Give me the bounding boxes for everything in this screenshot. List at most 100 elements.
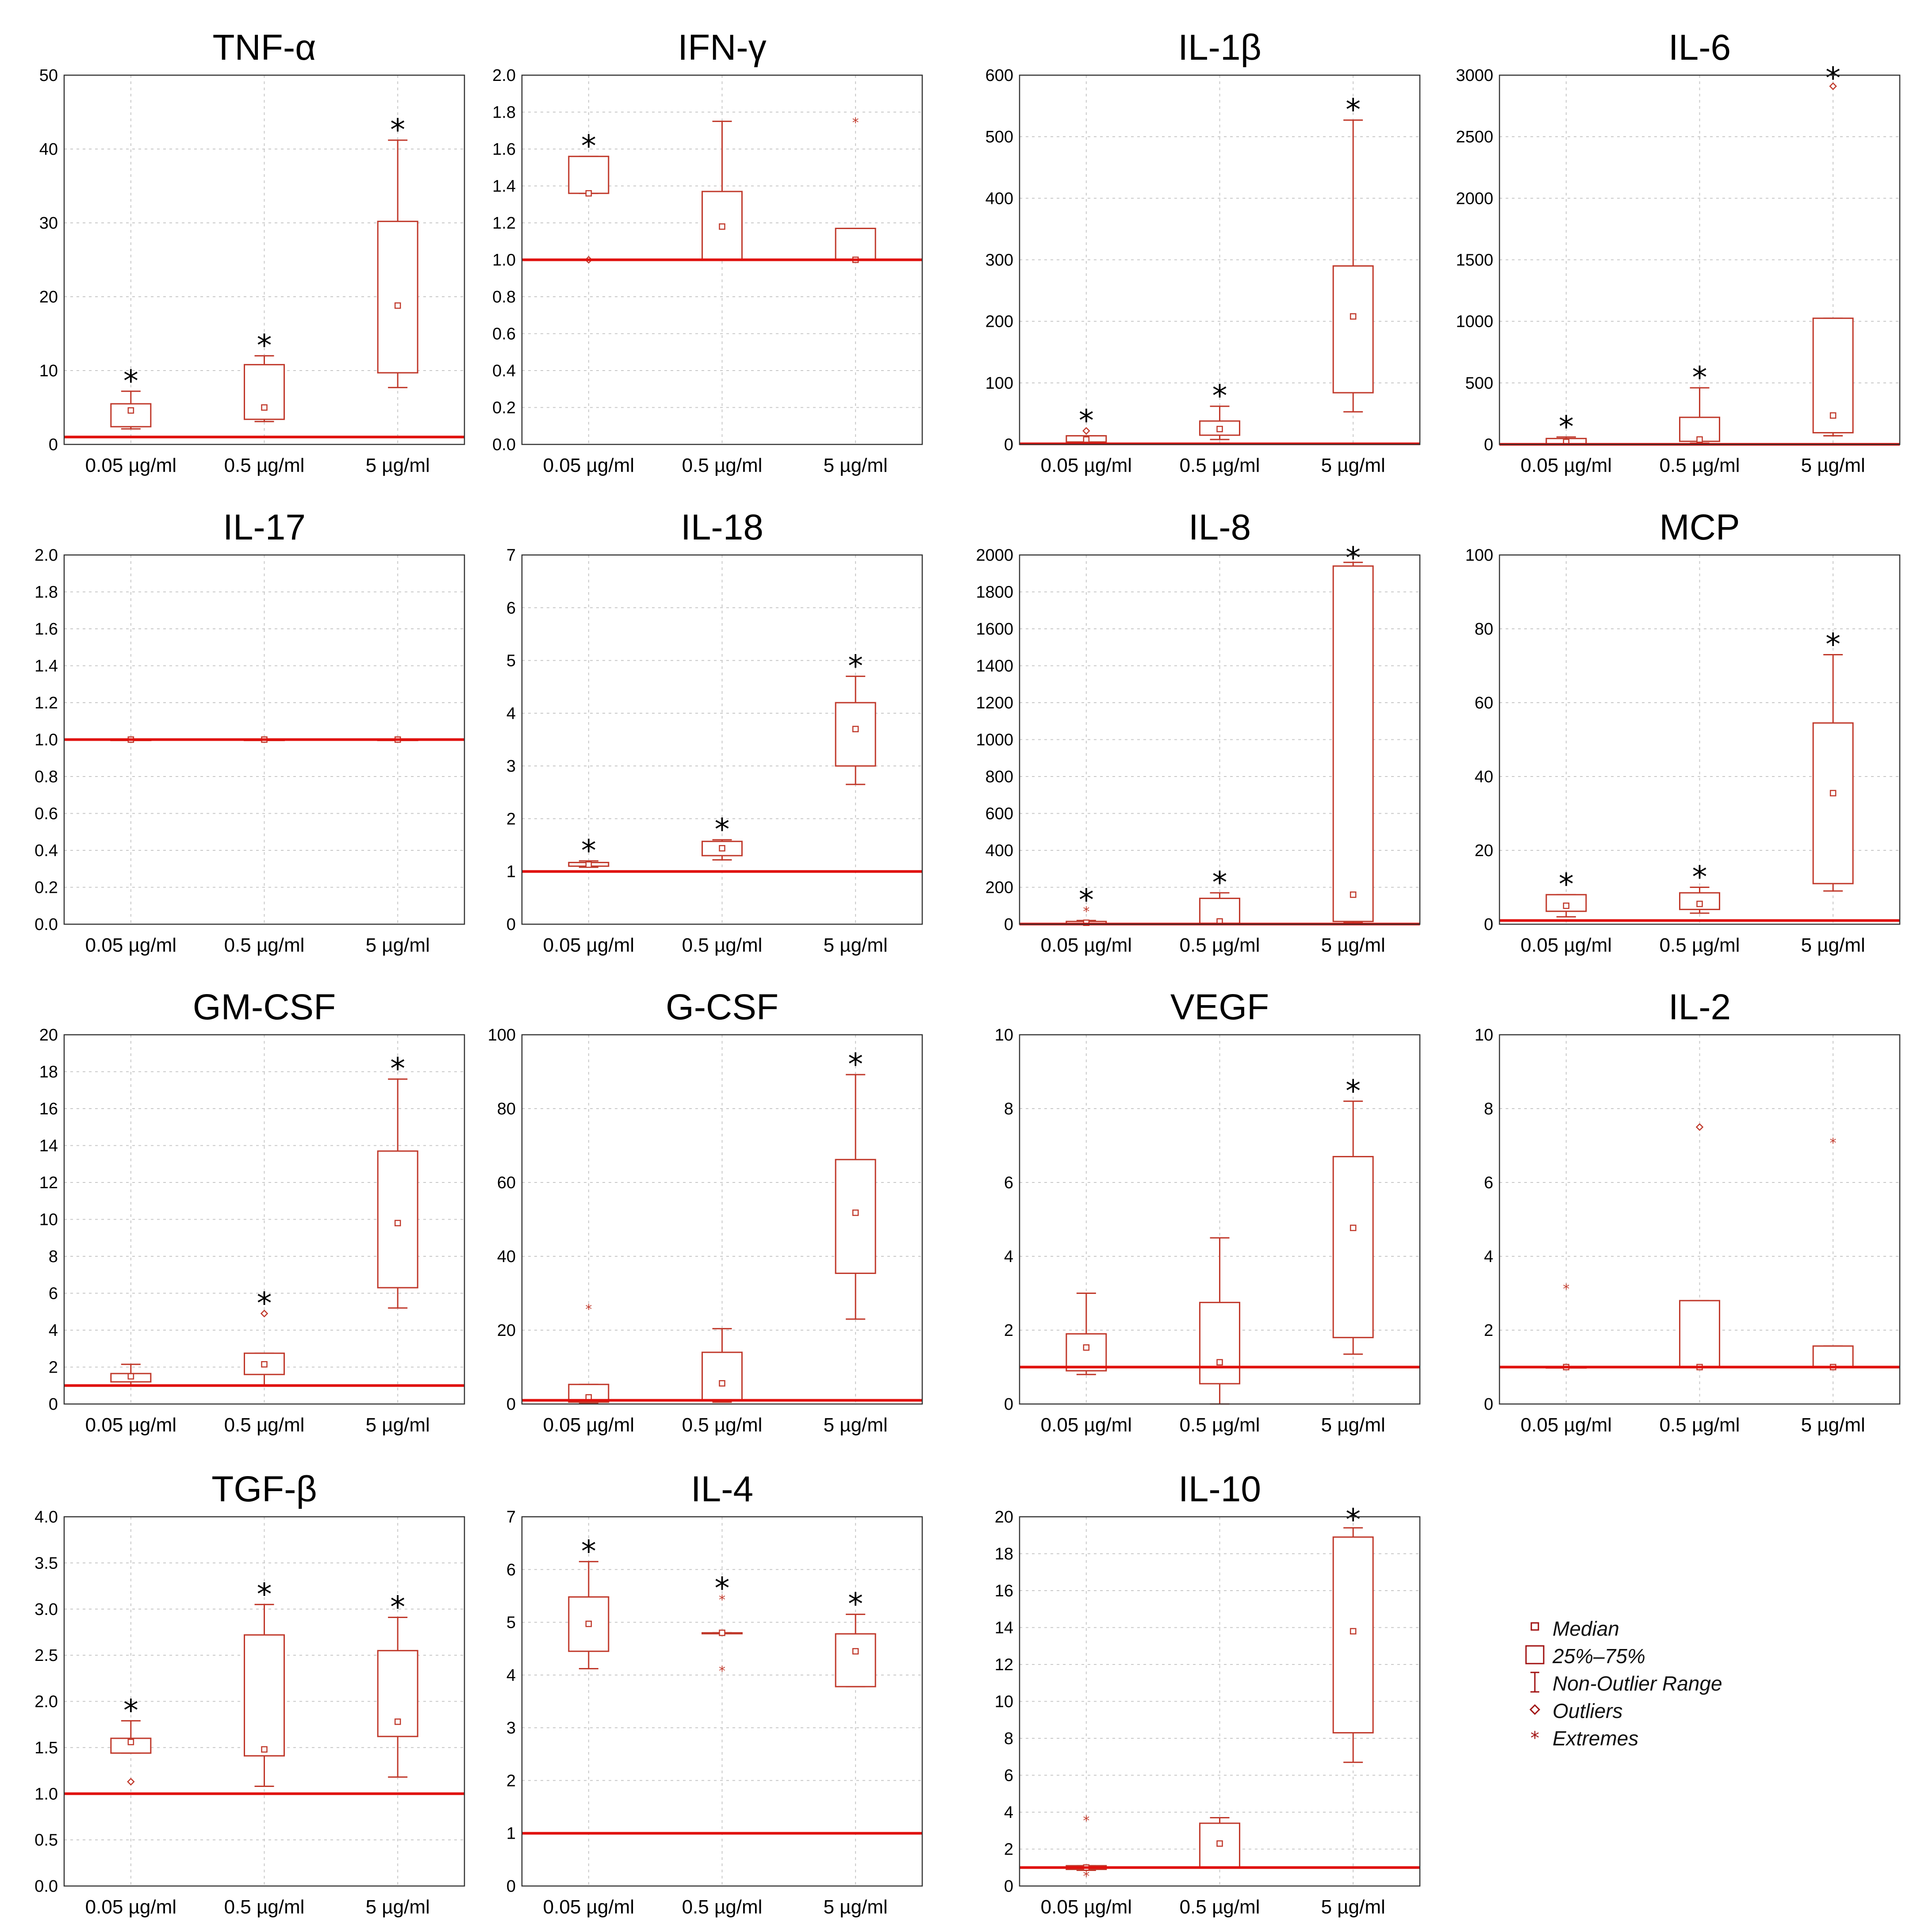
y-tick-label: 8 xyxy=(1004,1729,1013,1748)
iqr-box xyxy=(1332,265,1374,394)
plot-frame xyxy=(521,74,923,445)
significance-asterisk: * xyxy=(257,329,272,363)
y-tick-label: 0.6 xyxy=(35,805,58,823)
y-tick-label: 1 xyxy=(506,1825,516,1843)
y-tick-label: 16 xyxy=(995,1582,1013,1600)
x-category-label: 0.05 µg/ml xyxy=(543,455,634,476)
y-tick-label: 0 xyxy=(506,915,516,934)
y-tick-label: 200 xyxy=(985,313,1013,331)
panel-g-csf: G-CSF 0 20 40 60 80 100 0.05 µg/ml 0.5 µg/ml 5 µg… xyxy=(488,987,923,1436)
y-tick-label: 10 xyxy=(995,1026,1013,1044)
plot-frame xyxy=(1019,74,1421,445)
median-marker xyxy=(1216,1840,1223,1847)
iqr-box xyxy=(1332,1536,1374,1733)
x-category-label: 0.05 µg/ml xyxy=(85,1896,176,1918)
y-tick-label: 0 xyxy=(1484,1395,1493,1414)
x-category-label: 5 µg/ml xyxy=(366,934,430,956)
legend-outliers: Outliers xyxy=(1522,1696,1769,1723)
x-category-label: 5 µg/ml xyxy=(366,455,430,476)
y-tick-label: 1.0 xyxy=(492,251,516,270)
plot-frame xyxy=(63,74,465,445)
iqr-box xyxy=(244,364,285,420)
iqr-box xyxy=(110,403,152,428)
y-tick-label: 7 xyxy=(506,546,516,565)
y-tick-label: 8 xyxy=(1484,1100,1493,1118)
extreme-point: * xyxy=(585,1302,592,1317)
y-tick-label: 1800 xyxy=(976,583,1013,602)
plot-frame xyxy=(63,554,465,925)
median-marker xyxy=(1829,412,1837,419)
y-tick-label: 0 xyxy=(1004,1395,1013,1414)
x-category-label: 0.5 µg/ml xyxy=(1180,1414,1260,1436)
y-tick-label: 16 xyxy=(39,1100,58,1118)
y-tick-label: 4 xyxy=(49,1321,58,1340)
y-tick-label: 20 xyxy=(995,1508,1013,1526)
y-tick-label: 2 xyxy=(1004,1321,1013,1340)
chart-title: IL-10 xyxy=(1178,1469,1261,1509)
iqr-box xyxy=(835,228,876,261)
chart-title: IL-8 xyxy=(1189,507,1251,547)
y-tick-label: 0.2 xyxy=(492,399,516,417)
plot-frame xyxy=(63,1034,465,1405)
x-category-label: 5 µg/ml xyxy=(1321,934,1385,956)
y-tick-label: 6 xyxy=(506,1561,516,1579)
y-tick-label: 0.4 xyxy=(492,362,516,380)
y-tick-label: 100 xyxy=(488,1026,516,1044)
y-tick-label: 6 xyxy=(506,599,516,617)
y-tick-label: 800 xyxy=(985,768,1013,786)
x-category-label: 0.5 µg/ml xyxy=(224,455,305,476)
x-category-label: 0.5 µg/ml xyxy=(1660,934,1740,956)
y-tick-label: 1.8 xyxy=(492,103,516,122)
median-marker xyxy=(394,1220,401,1227)
y-tick-label: 500 xyxy=(985,128,1013,146)
plot-frame xyxy=(1499,1034,1901,1405)
svg-text:*: * xyxy=(1530,1728,1539,1748)
median-marker xyxy=(852,726,859,732)
box-marker-icon xyxy=(1525,1645,1545,1664)
median-marker xyxy=(1216,425,1223,432)
iqr-box xyxy=(835,1633,876,1687)
y-tick-label: 10 xyxy=(39,1211,58,1229)
x-category-label: 5 µg/ml xyxy=(824,934,888,956)
panel-il-18: IL-18 0 1 2 3 4 5 6 7 0.05 µg/ml 0.5 µg/ml 5 µg/ml *… xyxy=(506,507,923,956)
iqr-box xyxy=(377,221,418,374)
iqr-box xyxy=(1679,1300,1720,1368)
significance-asterisk: * xyxy=(848,649,863,684)
y-tick-label: 4 xyxy=(1004,1803,1013,1822)
y-tick-label: 12 xyxy=(39,1174,58,1192)
panel-vegf: VEGF 0 2 4 6 8 10 0.05 µg/ml 0.5 µg/ml 5 µg/ml * xyxy=(995,987,1421,1436)
y-tick-label: 40 xyxy=(497,1247,516,1266)
y-tick-label: 300 xyxy=(985,251,1013,270)
x-category-label: 0.05 µg/ml xyxy=(1521,1414,1612,1436)
plot-frame xyxy=(1019,1516,1421,1887)
x-category-label: 0.5 µg/ml xyxy=(682,455,763,476)
legend: Median 25%–75% Non-Outlier Range Outlier… xyxy=(1522,1614,1769,1764)
y-tick-label: 0 xyxy=(49,436,58,454)
chart-title: GM-CSF xyxy=(193,987,336,1027)
significance-asterisk: * xyxy=(1692,360,1707,395)
y-tick-label: 2 xyxy=(1484,1321,1493,1340)
plot-frame xyxy=(1499,554,1901,925)
median-marker xyxy=(261,1746,268,1753)
x-category-label: 0.5 µg/ml xyxy=(224,934,305,956)
legend-box-label: 25%–75% xyxy=(1553,1645,1645,1668)
extreme-point: * xyxy=(1083,1869,1089,1884)
x-category-label: 0.5 µg/ml xyxy=(224,1414,305,1436)
significance-asterisk: * xyxy=(848,1587,863,1622)
y-tick-label: 1.0 xyxy=(35,1785,58,1803)
significance-asterisk: * xyxy=(581,129,596,164)
y-tick-label: 400 xyxy=(985,842,1013,860)
y-tick-label: 4 xyxy=(1004,1247,1013,1266)
significance-asterisk: * xyxy=(1079,883,1094,918)
y-tick-label: 0.4 xyxy=(35,842,58,860)
x-category-label: 0.5 µg/ml xyxy=(682,934,763,956)
y-tick-label: 80 xyxy=(497,1100,516,1118)
iqr-box xyxy=(835,702,876,767)
significance-asterisk: * xyxy=(848,1047,863,1082)
significance-asterisk: * xyxy=(1559,867,1574,902)
median-marker xyxy=(394,302,401,309)
y-tick-label: 18 xyxy=(39,1063,58,1082)
median-marker xyxy=(127,1373,134,1380)
y-tick-label: 4 xyxy=(1484,1247,1493,1266)
legend-whisker: Non-Outlier Range xyxy=(1522,1669,1769,1695)
